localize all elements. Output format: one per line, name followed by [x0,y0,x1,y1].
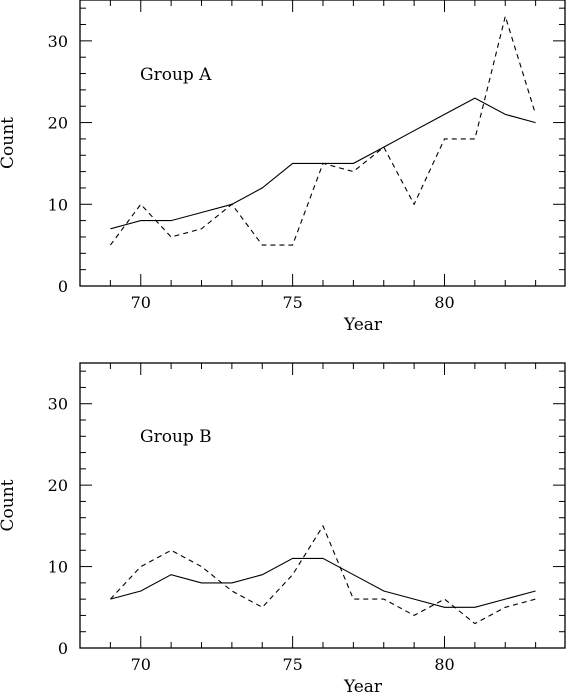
plot-frame [79,362,566,649]
x-tick-label: 80 [434,655,454,674]
group-annotation: Group B [140,427,212,447]
chart-panel-1: 70 75 80 0 10 20 30 Year Count Group A [0,0,566,335]
y-tick-label: 0 [58,639,68,658]
y-tick-label: 30 [48,395,68,414]
group-annotation: Group A [140,65,212,85]
series-line-dashed [109,524,536,625]
x-tick-label: 75 [282,293,302,312]
x-tick-label: 75 [282,655,302,674]
plot-frame [79,0,566,287]
series-line-dashed [109,14,537,246]
series-line-solid [110,557,536,608]
x-axis-label: Year [343,677,383,693]
x-axis-label: Year [343,315,383,335]
x-tick-label: 80 [434,293,454,312]
x-tick-label: 70 [131,655,151,674]
y-tick-label: 10 [48,195,68,214]
y-axis-label: Count [0,117,18,169]
y-tick-label: 0 [58,277,68,296]
y-tick-label: 20 [48,476,68,495]
y-axis-label: Count [0,479,18,531]
y-tick-label: 30 [48,32,68,51]
x-tick-label: 70 [131,293,151,312]
y-tick-label: 10 [48,558,68,577]
chart-panel-2: 70 75 80 0 10 20 30 Year Count Group B [0,362,566,693]
y-tick-label: 20 [48,114,68,133]
